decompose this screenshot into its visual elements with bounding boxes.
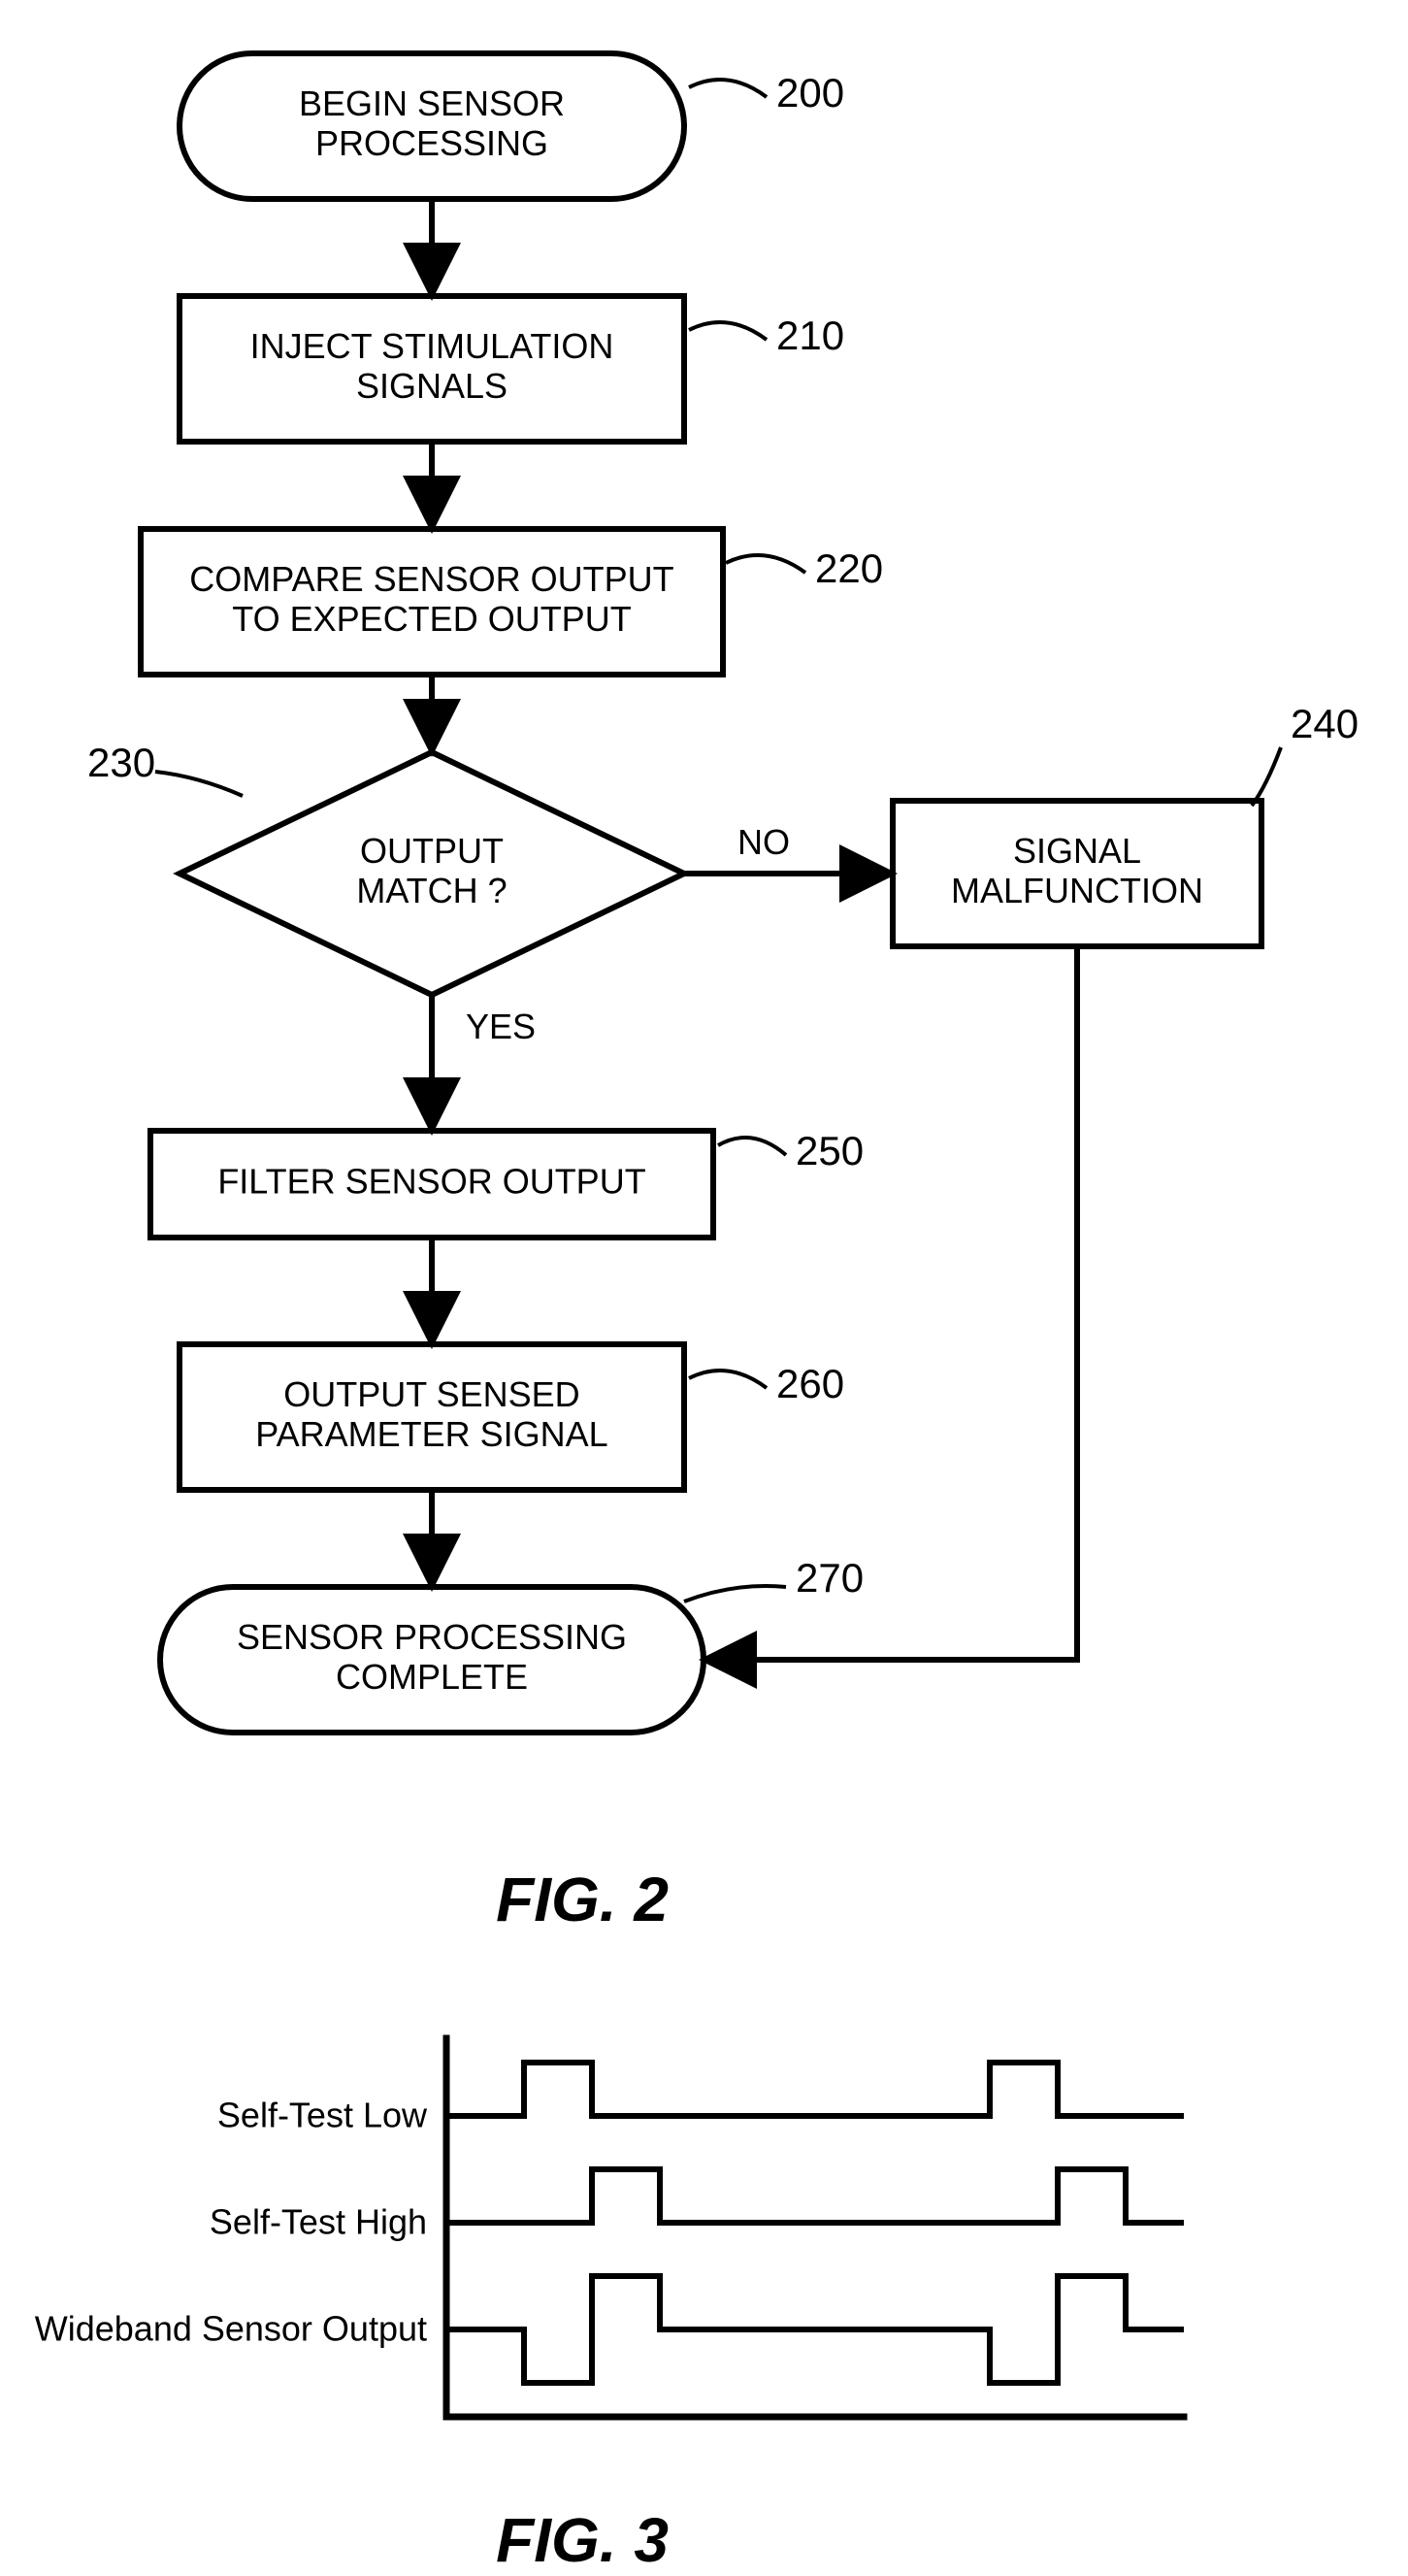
node-text: TO EXPECTED OUTPUT [232, 599, 631, 639]
node-ref-label: 230 [87, 740, 155, 785]
node-text: PROCESSING [315, 123, 548, 163]
node-text: FILTER SENSOR OUTPUT [217, 1162, 645, 1202]
node-n260: OUTPUT SENSEDPARAMETER SIGNAL 260 [180, 1344, 844, 1490]
node-text: SIGNAL [1013, 831, 1141, 871]
node-n240: SIGNALMALFUNCTION 240 [893, 701, 1359, 946]
waveform-label-1: Self-Test High [210, 2202, 427, 2242]
node-text: COMPARE SENSOR OUTPUT [189, 559, 673, 599]
fig2-title: FIG. 2 [388, 1864, 776, 1935]
node-n250: FILTER SENSOR OUTPUT 250 [150, 1128, 864, 1238]
fig3-timing-diagram: Self-Test Low Self-Test High Wideband Sens… [0, 1999, 1408, 2543]
waveform-label-2: Wideband Sensor Output [35, 2309, 427, 2349]
fig3-title: FIG. 3 [388, 2504, 776, 2576]
node-ref-label: 220 [815, 545, 883, 591]
node-ref-label: 260 [776, 1361, 844, 1406]
waveform-1 [446, 2169, 1184, 2223]
edge-7 [704, 946, 1077, 1660]
edge-label: YES [466, 1007, 536, 1046]
node-text: PARAMETER SIGNAL [255, 1414, 607, 1454]
node-ref-label: 270 [796, 1555, 864, 1601]
node-text: MATCH ? [356, 871, 507, 910]
node-n230: OUTPUTMATCH ? 230 [87, 740, 684, 995]
node-text: INJECT STIMULATION [250, 326, 614, 366]
node-text: BEGIN SENSOR [299, 83, 565, 123]
node-ref-label: 250 [796, 1128, 864, 1173]
waveform-0 [446, 2063, 1184, 2116]
node-text: OUTPUT SENSED [283, 1374, 579, 1414]
node-text: SENSOR PROCESSING [237, 1617, 627, 1657]
node-ref-label: 200 [776, 70, 844, 116]
node-n200: BEGIN SENSORPROCESSING 200 [180, 53, 844, 199]
node-ref-label: 210 [776, 313, 844, 358]
node-ref-label: 240 [1291, 701, 1359, 746]
node-n220: COMPARE SENSOR OUTPUTTO EXPECTED OUTPUT 2… [141, 529, 883, 675]
waveform-label-0: Self-Test Low [217, 2096, 428, 2135]
node-n270: SENSOR PROCESSINGCOMPLETE 270 [160, 1555, 864, 1733]
node-n210: INJECT STIMULATIONSIGNALS 210 [180, 296, 844, 442]
node-text: COMPLETE [336, 1657, 528, 1697]
fig2-flowchart: BEGIN SENSORPROCESSING 200 INJECT STIMULAT… [0, 0, 1408, 1796]
node-text: MALFUNCTION [951, 871, 1203, 910]
node-text: OUTPUT [360, 831, 504, 871]
node-text: SIGNALS [356, 366, 508, 406]
waveform-2 [446, 2276, 1184, 2383]
edge-label: NO [737, 822, 790, 862]
